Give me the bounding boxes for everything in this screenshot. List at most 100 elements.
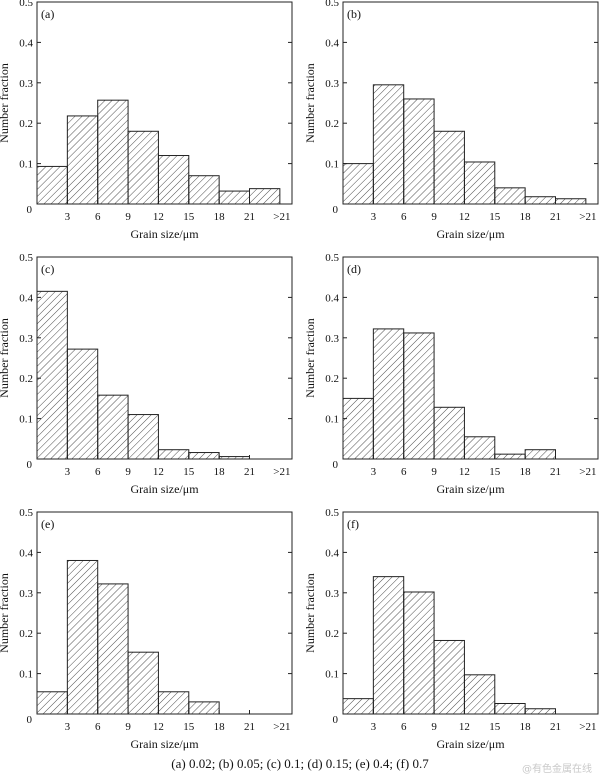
x-tick-label: 3 [65, 466, 71, 478]
histogram-bar [463, 674, 496, 715]
y-tick-label: 0.1 [19, 159, 33, 171]
histogram-bar [372, 328, 405, 460]
y-tick-label: 0.3 [325, 588, 339, 600]
x-tick-label: 3 [371, 721, 377, 733]
histogram-bar [524, 196, 557, 205]
y-axis-label: Number fraction [0, 573, 11, 653]
histogram-bar [97, 583, 129, 715]
x-tick-label: 15 [489, 211, 501, 223]
x-tick-label: 3 [65, 211, 71, 223]
y-tick-label: 0.3 [19, 78, 33, 90]
x-tick-label: 12 [153, 466, 164, 478]
x-tick-label: >21 [579, 721, 596, 733]
x-tick-label: 3 [65, 721, 71, 733]
histogram-bar [524, 708, 557, 715]
x-axis-label: Grain size/μm [130, 482, 199, 496]
y-tick-label: 0.3 [19, 588, 33, 600]
x-tick-label: 18 [214, 721, 226, 733]
x-tick-label: 12 [153, 721, 164, 733]
x-tick-label: 6 [401, 721, 407, 733]
plot-frame [342, 1, 599, 205]
histogram-bar [188, 701, 220, 715]
figure-caption: (a) 0.02; (b) 0.05; (c) 0.1; (d) 0.15; (… [171, 756, 429, 771]
panel-label: (a) [41, 7, 54, 21]
x-tick-label: 15 [489, 466, 501, 478]
panel-label: (f) [347, 517, 359, 531]
y-tick-label: 0.2 [325, 628, 339, 640]
x-tick-label: 18 [520, 211, 532, 223]
histogram-bar [433, 406, 465, 460]
y-axis-label: Number fraction [0, 318, 11, 398]
x-tick-label: 3 [371, 211, 377, 223]
histogram-bar [127, 130, 159, 205]
x-tick-label: 15 [183, 211, 195, 223]
y-tick-label: 0.1 [19, 414, 33, 426]
y-tick-label: 0.4 [19, 547, 33, 559]
y-tick-label: 0.5 [19, 0, 33, 9]
y-tick-label: 0.5 [325, 252, 339, 264]
plot-frame [36, 511, 293, 715]
histogram-bar [36, 691, 68, 715]
y-tick-label: 0.3 [325, 78, 339, 90]
histogram-panel: 0 0.1 0.2 0.3 0.4 0.5 3 6 9 12 15 18 21 >21 (e) Grain s… [0, 507, 293, 751]
x-tick-label: 21 [244, 211, 255, 223]
x-tick-label: 12 [459, 466, 470, 478]
y-tick-label: 0.5 [325, 507, 339, 519]
y-tick-label-zero: 0 [27, 459, 33, 471]
histogram-bar [372, 84, 405, 205]
y-tick-label: 0.2 [325, 373, 339, 385]
histogram-bar [494, 187, 526, 205]
y-tick-label: 0.4 [325, 292, 339, 304]
histogram-bar [127, 414, 159, 460]
histogram-bar [97, 394, 129, 460]
y-tick-label: 0.4 [19, 292, 33, 304]
histogram-bar [403, 591, 435, 715]
histogram-bar [433, 639, 465, 715]
histogram-bar [66, 559, 99, 715]
histogram-bar [372, 576, 405, 715]
histogram-panel: 0 0.1 0.2 0.3 0.4 0.5 3 6 9 12 15 18 21 >21 (b) Grain s… [303, 0, 599, 241]
x-tick-label: 12 [153, 211, 164, 223]
x-tick-label: >21 [273, 211, 290, 223]
watermark: @有色金属在线 [522, 764, 592, 775]
histogram-bar [36, 165, 68, 205]
x-tick-label: 9 [125, 721, 131, 733]
x-tick-label: 18 [520, 721, 532, 733]
x-tick-label: 6 [95, 466, 101, 478]
panel-label: (b) [347, 7, 361, 21]
histogram-bar [66, 115, 99, 205]
histogram-panel: 0 0.1 0.2 0.3 0.4 0.5 3 6 9 12 15 18 21 >21 (f) Grain s… [303, 507, 599, 751]
y-tick-label-zero: 0 [333, 714, 339, 726]
x-tick-label: 18 [520, 466, 532, 478]
y-tick-label: 0.2 [325, 118, 339, 130]
histogram-panel: 0 0.1 0.2 0.3 0.4 0.5 3 6 9 12 15 18 21 >21 (c) Grain s… [0, 252, 293, 496]
x-axis-label: Grain size/μm [436, 482, 505, 496]
y-axis-label: Number fraction [0, 63, 11, 143]
histogram-bar [157, 155, 190, 205]
y-tick-label: 0.2 [19, 373, 33, 385]
x-tick-label: 9 [431, 721, 437, 733]
x-tick-label: 3 [371, 466, 377, 478]
y-tick-label: 0.4 [325, 37, 339, 49]
histogram-bar [157, 691, 190, 715]
y-tick-label: 0.1 [325, 414, 339, 426]
y-tick-label-zero: 0 [27, 204, 33, 216]
plot-frame [36, 1, 293, 205]
y-tick-label: 0.1 [325, 669, 339, 681]
y-tick-label: 0.4 [325, 547, 339, 559]
x-tick-label: 18 [214, 211, 226, 223]
panel-label: (d) [347, 262, 361, 276]
y-tick-label: 0.2 [19, 628, 33, 640]
histogram-bar [36, 290, 68, 460]
x-tick-label: 9 [125, 211, 131, 223]
histogram-bar [218, 190, 250, 205]
plot-frame [342, 256, 599, 460]
histogram-bar [97, 99, 129, 205]
y-tick-label: 0.4 [19, 37, 33, 49]
x-tick-label: 21 [550, 721, 561, 733]
plot-frame [36, 256, 293, 460]
panel-label: (c) [41, 262, 54, 276]
x-tick-label: 9 [125, 466, 131, 478]
y-tick-label: 0.5 [19, 252, 33, 264]
y-axis-label: Number fraction [303, 318, 317, 398]
